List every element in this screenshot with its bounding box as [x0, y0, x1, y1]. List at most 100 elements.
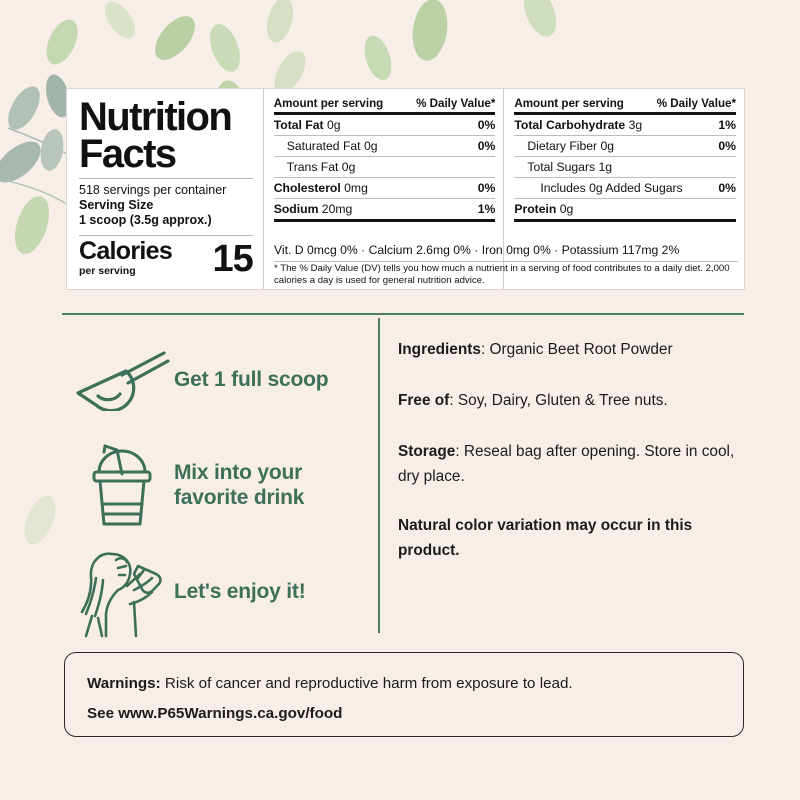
nutrition-facts-title: Nutrition Facts: [79, 95, 253, 176]
ingredients-label: Ingredients: [398, 341, 481, 358]
nutrient-name: Total Carbohydrate 3g: [514, 118, 643, 132]
nutrient-row-divider: [514, 135, 736, 137]
nutrient-daily-value: 0%: [477, 181, 496, 196]
step-label: Get 1 full scoop: [174, 367, 329, 391]
scoop-icon: [70, 349, 174, 411]
nutrient-row: Dietary Fiber 0g 0%: [514, 136, 736, 156]
amount-per-serving-header: Amount per serving: [273, 97, 384, 110]
amount-per-serving-header: Amount per serving: [514, 97, 624, 110]
ingredients-value: : Organic Beet Root Powder: [480, 341, 673, 358]
nutrient-name: Sodium 20mg: [273, 202, 353, 217]
nutrient-name: Protein 0g: [514, 202, 574, 217]
nutrient-row: Cholesterol 0mg 0%: [274, 178, 496, 198]
nutrient-name-bold: Total Fat: [273, 118, 324, 132]
leaf-icon: [266, 0, 294, 43]
daily-value-footnote: * The % Daily Value (DV) tells you how m…: [274, 262, 730, 287]
title-divider: [79, 177, 253, 179]
title-line-1: Nutrition: [79, 95, 233, 139]
warnings-detail: Risk of cancer and reproductive harm fro…: [160, 675, 573, 692]
nutrient-name: Total Fat 0g: [273, 118, 341, 132]
nutrient-column-right: Amount per serving % Daily Value* Total …: [503, 89, 744, 289]
nutrient-name-bold: Protein: [514, 202, 557, 217]
nutrient-name: Total Sugars 1g: [527, 160, 613, 175]
warnings-label: Warnings:: [87, 675, 161, 692]
column-bottom-rule: [273, 219, 496, 223]
servings-per-container: 518 servings per container: [79, 182, 227, 197]
vitamins-divider: [274, 260, 738, 262]
step-item: Let's enjoy it!: [70, 542, 370, 642]
free-of-value: : Soy, Dairy, Gluten & Tree nuts.: [449, 391, 668, 409]
leaf-icon: [364, 35, 392, 81]
free-of-block: Free of: Soy, Dairy, Gluten & Tree nuts.: [398, 389, 748, 414]
serving-size-label: Serving Size: [79, 197, 154, 212]
person-drinking-icon: [70, 544, 174, 640]
calories-value: 15: [212, 238, 253, 281]
vitamins-and-footnote: Vit. D 0mcg 0% · Calcium 2.6mg 0% · Iron…: [263, 239, 746, 288]
nutrient-name: Trans Fat 0g: [286, 160, 356, 175]
daily-value-header: % Daily Value*: [656, 97, 736, 110]
product-info: Ingredients: Organic Beet Root Powder Fr…: [398, 338, 748, 590]
ingredients-block: Ingredients: Organic Beet Root Powder: [398, 338, 748, 363]
leaf-icon: [155, 16, 195, 60]
nutrient-name: Dietary Fiber 0g: [527, 139, 615, 154]
header-rule: [514, 112, 736, 115]
calories-row: Calories per serving 15: [79, 237, 254, 281]
nutrient-row-divider: [514, 198, 736, 200]
nutrient-column-middle: Amount per serving % Daily Value* Total …: [262, 89, 504, 289]
storage-block: Storage: Reseal bag after opening. Store…: [398, 440, 748, 490]
nutrient-name: Saturated Fat 0g: [286, 139, 378, 154]
calories-label: Calories: [79, 237, 173, 266]
step-item: Get 1 full scoop: [70, 330, 370, 430]
nutrient-row-divider: [273, 135, 496, 137]
title-line-2: Facts: [79, 131, 177, 176]
leaf-icon: [210, 24, 240, 72]
leaf-icon: [412, 0, 448, 61]
nutrient-row-divider: [273, 198, 496, 200]
storage-value: : Reseal bag after opening. Store in coo…: [398, 442, 735, 485]
nutrient-row: Saturated Fat 0g 0%: [274, 136, 496, 156]
step-label: Let's enjoy it!: [174, 579, 306, 603]
free-of-label: Free of: [398, 391, 450, 409]
nutrient-row: Protein 0g: [514, 199, 736, 219]
leaf-icon: [46, 19, 78, 65]
nutrient-row-divider: [514, 177, 736, 179]
daily-value-header: % Daily Value*: [416, 97, 496, 110]
nutrient-row: Total Carbohydrate 3g 1%: [514, 115, 736, 135]
leaf-icon: [24, 495, 56, 545]
nutrient-daily-value: 1%: [718, 118, 736, 132]
calories-divider: [79, 235, 253, 237]
leaf-icon: [14, 196, 50, 254]
nutrient-name-bold: Cholesterol: [273, 181, 341, 196]
calories-sublabel: per serving: [79, 265, 136, 278]
nutrient-rows-middle: Total Fat 0g 0% Saturated Fat 0g 0% Trans Fa…: [273, 115, 496, 219]
natural-variation-note: Natural color variation may occur in thi…: [398, 516, 693, 559]
nutrient-daily-value: 0%: [718, 181, 736, 196]
header-rule: [273, 112, 496, 115]
nutrient-row: Includes 0g Added Sugars 0%: [514, 178, 736, 198]
nutrient-row-divider: [273, 177, 496, 179]
nutrient-row: Trans Fat 0g: [274, 157, 496, 177]
leaf-icon: [523, 0, 557, 37]
nutrient-row: Sodium 20mg 1%: [274, 199, 496, 219]
nutrient-daily-value: 0%: [477, 118, 496, 132]
column-bottom-rule: [514, 219, 736, 223]
nutrient-rows-right: Total Carbohydrate 3g 1% Dietary Fiber 0g 0…: [514, 115, 736, 219]
warnings-url: See www.P65Warnings.ca.gov/food: [87, 704, 343, 722]
step-label: Mix into your favorite drink: [174, 461, 305, 509]
nutrient-row-divider: [514, 156, 736, 158]
serving-size-value: 1 scoop (3.5g approx.): [79, 213, 212, 228]
nutrient-row: Total Fat 0g 0%: [274, 115, 496, 135]
warnings-box: Warnings: Risk of cancer and reproductiv…: [64, 652, 744, 737]
warnings-text-line: Warnings: Risk of cancer and reproductiv…: [87, 669, 721, 699]
nutrient-name-bold: Sodium: [273, 202, 319, 217]
nutrient-row: Total Sugars 1g: [514, 157, 736, 177]
section-divider-horizontal: [62, 313, 744, 315]
storage-label: Storage: [398, 442, 456, 460]
vitamins-line: Vit. D 0mcg 0% · Calcium 2.6mg 0% · Iron…: [274, 243, 680, 257]
column-header-middle: Amount per serving % Daily Value*: [274, 97, 496, 112]
usage-steps: Get 1 full scoop Mix into your favorit: [70, 330, 370, 648]
nutrient-daily-value: 0%: [718, 139, 736, 154]
column-header-right: Amount per serving % Daily Value*: [514, 97, 736, 112]
nutrient-row-divider: [273, 156, 496, 158]
